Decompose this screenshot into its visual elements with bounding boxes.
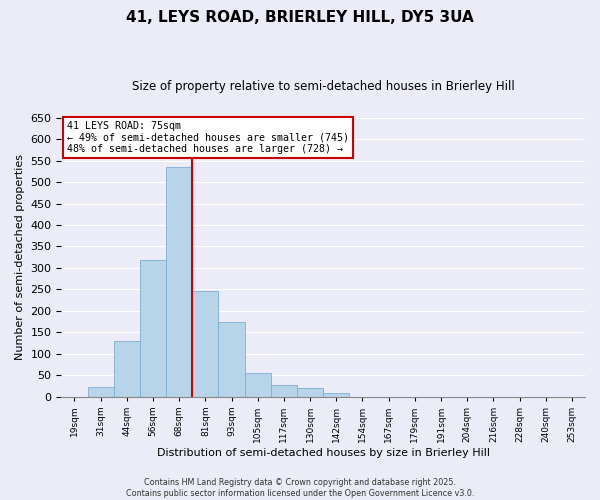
Y-axis label: Number of semi-detached properties: Number of semi-detached properties (15, 154, 25, 360)
Text: 41, LEYS ROAD, BRIERLEY HILL, DY5 3UA: 41, LEYS ROAD, BRIERLEY HILL, DY5 3UA (126, 10, 474, 25)
Text: 41 LEYS ROAD: 75sqm
← 49% of semi-detached houses are smaller (745)
48% of semi-: 41 LEYS ROAD: 75sqm ← 49% of semi-detach… (67, 120, 349, 154)
Bar (297, 388, 323, 396)
Title: Size of property relative to semi-detached houses in Brierley Hill: Size of property relative to semi-detach… (132, 80, 515, 93)
Bar (193, 292, 218, 397)
Bar (245, 373, 271, 396)
Text: Contains HM Land Registry data © Crown copyright and database right 2025.
Contai: Contains HM Land Registry data © Crown c… (126, 478, 474, 498)
Bar (271, 385, 297, 396)
X-axis label: Distribution of semi-detached houses by size in Brierley Hill: Distribution of semi-detached houses by … (157, 448, 490, 458)
Bar (166, 167, 193, 396)
Bar (88, 387, 114, 396)
Bar (323, 393, 349, 396)
Bar (114, 341, 140, 396)
Bar (140, 260, 166, 396)
Bar (218, 322, 245, 396)
